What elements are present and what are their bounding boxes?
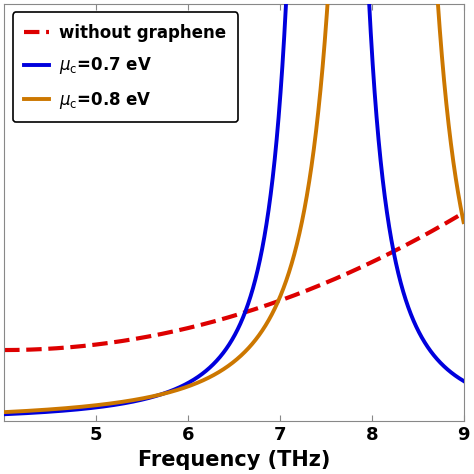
Legend: without graphene, $\mu_\mathrm{c}$=0.7 eV, $\mu_\mathrm{c}$=0.8 eV: without graphene, $\mu_\mathrm{c}$=0.7 e… xyxy=(12,12,238,122)
X-axis label: Frequency (THz): Frequency (THz) xyxy=(137,450,330,470)
